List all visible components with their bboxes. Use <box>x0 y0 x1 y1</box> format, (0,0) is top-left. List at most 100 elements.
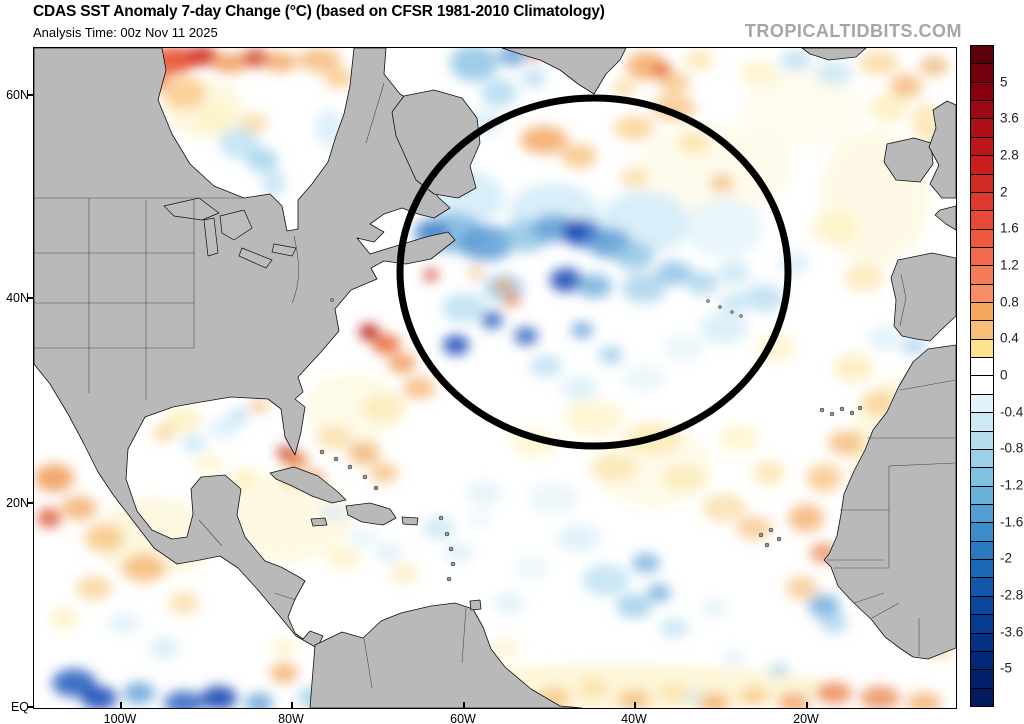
lon-tick-mark <box>120 702 122 708</box>
anomaly-blob <box>662 464 706 492</box>
anomaly-blob <box>443 335 469 355</box>
lon-tick-mark <box>634 702 636 708</box>
lat-tick-mark <box>27 706 33 708</box>
anomaly-blob <box>162 77 206 109</box>
anomaly-blob <box>698 693 730 708</box>
anomaly-blob <box>50 608 78 628</box>
anomaly-blob <box>678 133 710 153</box>
cuba-island <box>269 466 347 504</box>
anomaly-blob <box>860 686 900 708</box>
anomaly-blob <box>550 268 582 292</box>
anomaly-blob <box>582 564 630 596</box>
anomaly-blob <box>869 94 909 122</box>
anomaly-blob <box>245 693 273 708</box>
anomaly-blob <box>806 464 842 492</box>
anomaly-blob <box>590 454 638 482</box>
anomaly-blob <box>652 63 672 77</box>
anomaly-blob <box>468 267 484 279</box>
lon-tick-mark <box>463 702 465 708</box>
anomaly-blob <box>580 678 608 698</box>
colorbar-segment <box>971 266 993 285</box>
anomaly-blob <box>324 68 354 88</box>
anomaly-blob <box>562 221 586 239</box>
anomaly-blob <box>270 663 298 683</box>
anomaly-blob <box>664 334 704 362</box>
anomaly-blob <box>212 53 248 73</box>
colorbar-segment <box>971 119 993 138</box>
anomaly-blob <box>622 273 666 303</box>
anomaly-blob <box>702 494 746 522</box>
colorbar-segment <box>971 394 993 414</box>
colorbar-tick-label: 1.6 <box>1000 220 1019 236</box>
anomaly-blob <box>423 516 455 540</box>
ireland-landmass <box>883 137 934 183</box>
colorbar-segment <box>971 247 993 267</box>
colorbar-tick-label: -0.8 <box>1000 440 1024 456</box>
iberia-landmass <box>890 252 956 342</box>
colorbar-tick-label: 0.4 <box>1000 330 1019 346</box>
anomaly-blob <box>844 264 884 292</box>
anomaly-blob <box>52 669 96 697</box>
anomaly-blob <box>328 548 360 568</box>
anomaly-blob <box>194 104 234 132</box>
colorbar-segment <box>971 449 993 469</box>
france-landmass <box>934 205 956 231</box>
colorbar-segment <box>971 321 993 340</box>
anomaly-blob <box>900 338 928 354</box>
anomaly-blob <box>424 269 438 281</box>
anomaly-blob <box>720 293 748 313</box>
anomaly-blob <box>753 461 785 485</box>
anomaly-blob <box>246 148 278 172</box>
anomaly-blob <box>576 274 612 298</box>
anomaly-blob <box>403 377 435 399</box>
lon-tick-label: 80W <box>278 712 304 724</box>
lon-tick-mark <box>291 702 293 708</box>
anomaly-blob <box>816 61 852 85</box>
anomaly-blob <box>788 504 824 532</box>
africa-landmass <box>823 344 956 660</box>
political-borders <box>34 82 956 689</box>
anomaly-blob <box>778 693 810 708</box>
anomaly-blob <box>390 563 418 583</box>
anomaly-blob <box>571 322 593 338</box>
anomaly-blob <box>481 79 517 107</box>
colorbar-segment <box>971 633 993 652</box>
anomaly-blob <box>297 48 341 72</box>
anomaly-blob <box>320 504 348 522</box>
atlantic-sst-map <box>34 48 956 708</box>
colorbar-segment <box>971 101 993 120</box>
anomaly-blob <box>890 74 922 98</box>
anomaly-blob <box>34 464 74 492</box>
anomaly-blob <box>744 284 784 312</box>
lon-tick-label: 20W <box>793 712 819 724</box>
anomaly-blob <box>564 400 624 436</box>
anomaly-blob <box>740 687 768 705</box>
anomaly-blob <box>719 424 759 452</box>
anomaly-blob <box>481 311 503 329</box>
colorbar-segment <box>971 615 993 634</box>
anomaly-blob <box>656 261 692 285</box>
anomaly-blob <box>614 116 654 140</box>
lat-tick-label: 60N <box>6 88 29 102</box>
colorbar-segment <box>971 46 993 65</box>
anomaly-blob <box>816 682 852 704</box>
anomaly-blob <box>622 364 666 392</box>
anomaly-blob <box>210 418 238 438</box>
colorbar-segment <box>971 504 993 524</box>
anomaly-blob <box>168 592 200 614</box>
colorbar-tick-label: -3.6 <box>1000 624 1024 640</box>
south-america-landmass <box>309 602 583 708</box>
anomaly-blob <box>557 524 601 552</box>
anomaly-blob <box>736 516 772 540</box>
anomaly-blob <box>150 638 178 658</box>
highlight-circle-annotation <box>396 94 792 450</box>
anomaly-blob <box>920 56 948 76</box>
anomaly-blob <box>493 592 525 614</box>
anomaly-blob <box>375 544 403 562</box>
anomaly-blob <box>249 399 269 413</box>
anomaly-blob <box>359 324 379 340</box>
anomaly-blob <box>240 113 268 133</box>
anomaly-blob <box>660 618 688 638</box>
anomaly-blob <box>264 52 296 72</box>
